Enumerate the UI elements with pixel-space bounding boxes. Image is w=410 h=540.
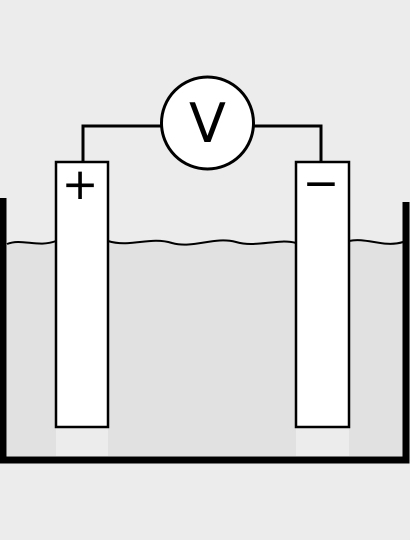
wire-right — [254, 124, 323, 162]
voltmeter-symbol: V — [189, 92, 226, 155]
voltmeter: V — [160, 75, 255, 171]
positive-electrode: + — [54, 159, 110, 429]
positive-sign: + — [62, 159, 99, 210]
liquid-surface — [6, 239, 404, 246]
voltmeter-body — [160, 75, 255, 171]
wire-left — [81, 124, 161, 162]
positive-electrode-plate — [54, 160, 110, 429]
beaker-container — [0, 198, 410, 464]
negative-electrode: − — [294, 158, 351, 429]
negative-sign: − — [303, 158, 340, 209]
electrolyte-solution — [7, 240, 403, 456]
negative-electrode-plate — [294, 160, 351, 429]
